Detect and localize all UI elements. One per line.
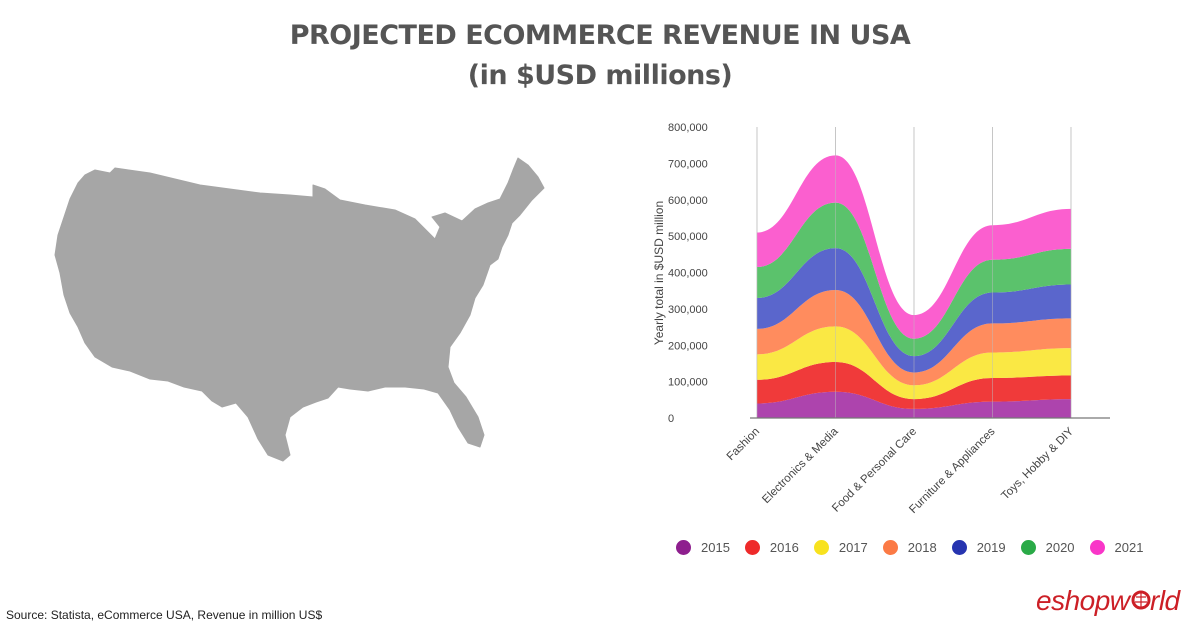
x-tick-label: Furniture & Appliances	[907, 425, 997, 515]
legend-label: 2019	[976, 539, 1006, 555]
svg-text:rld: rld	[1150, 585, 1182, 616]
legend-label: 2015	[701, 539, 730, 555]
y-tick-label: 400,000	[668, 268, 708, 280]
legend-swatch	[951, 539, 967, 555]
y-tick-label: 0	[668, 413, 674, 425]
chart-title: PROJECTED ECOMMERCE REVENUE IN USA (in $…	[0, 16, 1200, 96]
x-tick-label: Electronics & Media	[760, 425, 841, 506]
legend: 2015 2016 2017 2018 2019 2020 2021	[676, 536, 1158, 558]
y-axis-label: Yearly total in $USD million	[652, 201, 666, 345]
x-tick-label: Toys, Hobby & DIY	[999, 425, 1076, 502]
legend-swatch	[1089, 539, 1105, 555]
legend-item-2020: 2020	[1020, 539, 1075, 555]
eshopworld-logo: eshopw rld	[1036, 585, 1182, 616]
legend-swatch	[813, 539, 829, 555]
title-line-2: (in $USD millions)	[467, 60, 733, 91]
y-tick-label: 200,000	[668, 340, 708, 352]
legend-label: 2017	[838, 539, 868, 555]
legend-item-2019: 2019	[951, 539, 1006, 555]
usa-map-icon	[54, 157, 545, 462]
y-tick-label: 500,000	[668, 231, 708, 243]
legend-item-2016: 2016	[744, 539, 799, 555]
legend-item-2015: 2015	[676, 539, 730, 555]
legend-swatch	[882, 539, 898, 555]
legend-swatch	[676, 539, 691, 555]
legend-label: 2020	[1045, 539, 1075, 555]
y-tick-label: 600,000	[668, 195, 708, 207]
legend-item-2017: 2017	[813, 539, 868, 555]
legend-swatch	[744, 539, 760, 555]
y-tick-label: 800,000	[668, 122, 708, 134]
title-line-1: PROJECTED ECOMMERCE REVENUE IN USA	[289, 20, 911, 51]
y-tick-label: 100,000	[668, 377, 708, 389]
x-tick-label: Food & Personal Care	[830, 426, 919, 515]
legend-item-2018: 2018	[882, 539, 937, 555]
source-note: Source: Statista, eCommerce USA, Revenue…	[6, 608, 323, 622]
x-tick-label: Fashion	[725, 426, 762, 463]
legend-label: 2016	[769, 539, 799, 555]
y-tick-label: 300,000	[668, 304, 708, 316]
y-tick-label: 700,000	[668, 158, 708, 170]
area-chart: 0 100,000 200,000 300,000 400,000 500,000 600,…	[652, 122, 1110, 516]
legend-label: 2021	[1114, 539, 1144, 555]
legend-item-2021: 2021	[1089, 539, 1144, 555]
svg-text:eshopw: eshopw	[1036, 585, 1132, 616]
usa-map-shape	[54, 157, 545, 462]
legend-label: 2018	[907, 539, 937, 555]
legend-swatch	[1020, 539, 1036, 555]
